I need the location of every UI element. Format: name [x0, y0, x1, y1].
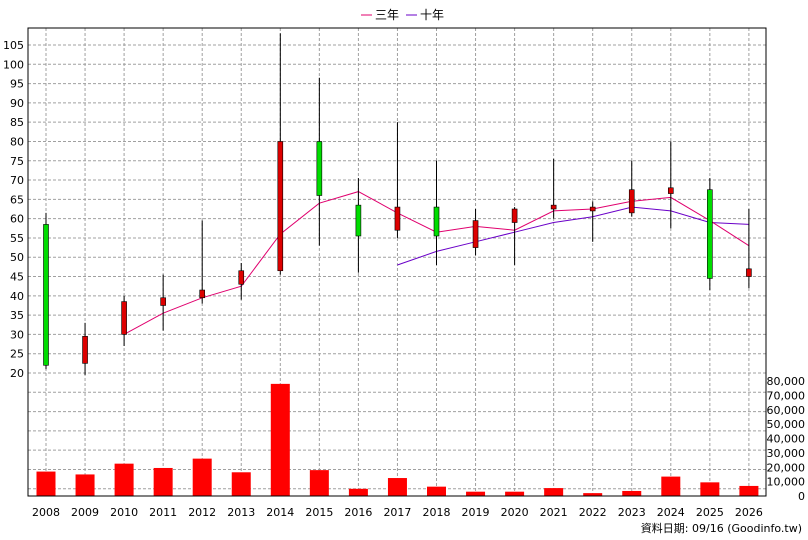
price-panel	[43, 33, 752, 375]
year-tick-label: 2011	[149, 506, 177, 519]
year-tick-label: 2016	[344, 506, 372, 519]
volume-tick-label: 30,000	[767, 447, 806, 460]
candle-body	[160, 297, 166, 306]
price-tick-label: 85	[10, 116, 24, 129]
candle-body	[355, 204, 362, 237]
volume-bar	[739, 485, 759, 496]
price-tick-label: 30	[10, 328, 24, 341]
year-tick-label: 2014	[266, 506, 294, 519]
volume-bar	[309, 470, 329, 496]
candle-body	[82, 336, 88, 364]
price-tick-label: 35	[10, 309, 24, 322]
price-tick-label: 95	[10, 78, 24, 91]
year-tick-label: 2025	[696, 506, 724, 519]
volume-bar	[387, 478, 407, 496]
candle-body	[667, 187, 674, 194]
volume-tick-label: 40,000	[767, 433, 806, 446]
volume-bar	[427, 486, 446, 496]
year-tick-label: 2015	[305, 506, 333, 519]
volume-bar	[661, 476, 681, 496]
year-tick-label: 2024	[657, 506, 685, 519]
year-tick-label: 2022	[579, 506, 607, 519]
price-tick-label: 100	[3, 58, 24, 71]
candle-body	[472, 220, 479, 248]
year-tick-label: 2009	[71, 506, 99, 519]
volume-tick-label: 10,000	[767, 476, 806, 489]
candle-body	[550, 204, 557, 210]
year-tick-label: 2019	[462, 506, 490, 519]
volume-bar	[544, 488, 564, 496]
candle-body	[511, 208, 518, 223]
volume-bar	[192, 458, 212, 496]
footer-source: 資料日期: 09/16 (Goodinfo.tw)	[641, 521, 802, 535]
candle-body	[589, 206, 596, 212]
candle-body	[316, 141, 323, 196]
volume-tick-label: 50,000	[767, 418, 806, 431]
volume-bar	[231, 472, 251, 496]
legend-label-ma3: 三年	[375, 8, 399, 22]
volume-bar	[36, 471, 56, 496]
price-tick-label: 25	[10, 348, 24, 361]
price-tick-label: 40	[10, 290, 24, 303]
year-tick-label: 2008	[32, 506, 60, 519]
year-tick-label: 2021	[540, 506, 568, 519]
volume-bar	[700, 482, 720, 496]
price-tick-label: 65	[10, 193, 24, 206]
volume-tick-label: 80,000	[767, 375, 806, 388]
volume-bar	[622, 490, 642, 496]
year-tick-label: 2020	[501, 506, 529, 519]
candle-body	[121, 301, 127, 335]
volume-bar	[153, 467, 173, 496]
plot-frame	[27, 27, 767, 497]
candle-body	[394, 206, 401, 231]
price-tick-label: 45	[10, 271, 24, 284]
volume-bar	[348, 488, 368, 496]
year-tick-label: 2010	[110, 506, 138, 519]
price-tick-label: 50	[10, 251, 24, 264]
volume-tick-label: 0	[798, 490, 805, 503]
price-tick-label: 20	[10, 367, 24, 380]
candle-body	[433, 206, 440, 237]
volume-panel	[36, 383, 759, 496]
year-tick-label: 2023	[618, 506, 646, 519]
candle-body	[238, 270, 245, 285]
price-tick-label: 60	[10, 213, 24, 226]
candle-body	[199, 289, 205, 299]
volume-bar	[505, 491, 525, 496]
year-tick-label: 2018	[423, 506, 451, 519]
volume-tick-label: 20,000	[767, 461, 806, 474]
candle-body	[628, 189, 635, 214]
axes: 2025303540455055606570758085909510010501…	[3, 27, 806, 519]
legend-label-ma10: 十年	[420, 8, 444, 22]
legend: 三年 十年	[361, 8, 444, 22]
price-tick-label: 70	[10, 174, 24, 187]
year-tick-label: 2026	[735, 506, 763, 519]
price-tick-label: 75	[10, 155, 24, 168]
volume-bar	[583, 493, 603, 496]
candle-body	[746, 268, 752, 277]
year-tick-label: 2017	[383, 506, 411, 519]
year-tick-label: 2013	[227, 506, 255, 519]
volume-tick-label: 70,000	[767, 389, 806, 402]
volume-bar	[270, 383, 290, 496]
ma10-line	[397, 206, 749, 266]
candle-body	[43, 224, 49, 366]
price-tick-label: 105	[3, 39, 24, 52]
year-tick-label: 2012	[188, 506, 216, 519]
grid	[28, 28, 766, 496]
price-tick-label: 90	[10, 97, 24, 110]
volume-tick-label: 60,000	[767, 404, 806, 417]
candle-body	[277, 141, 284, 272]
volume-bar	[114, 463, 134, 496]
price-tick-label: 80	[10, 135, 24, 148]
volume-bar	[466, 491, 486, 496]
volume-bar	[75, 474, 95, 496]
price-tick-label: 55	[10, 232, 24, 245]
candle-body	[707, 189, 713, 279]
